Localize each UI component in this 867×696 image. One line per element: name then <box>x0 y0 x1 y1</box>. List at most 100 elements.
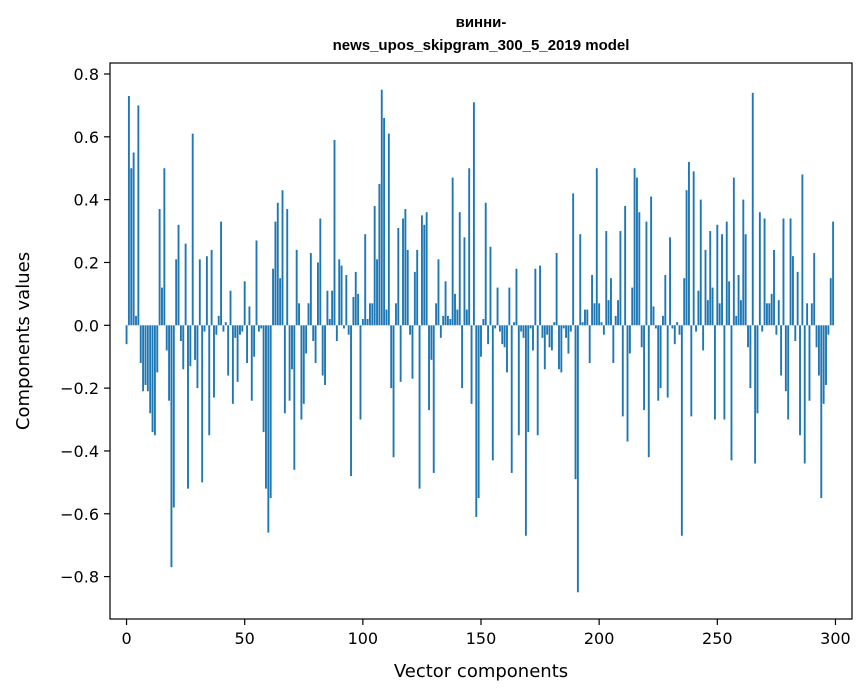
bar-165 <box>515 268 518 326</box>
bar-155 <box>491 325 494 461</box>
bar-198 <box>593 303 596 326</box>
bar-65 <box>279 278 282 326</box>
bar-8 <box>144 325 147 385</box>
bar-275 <box>775 325 778 335</box>
bar-163 <box>510 325 513 473</box>
bar-133 <box>439 325 442 338</box>
bar-37 <box>213 325 215 398</box>
bar-63 <box>274 221 277 326</box>
bar-108 <box>380 89 383 326</box>
bar-154 <box>489 246 492 326</box>
bar-175 <box>539 265 542 326</box>
bar-289 <box>808 325 811 401</box>
bar-232 <box>673 325 676 345</box>
bar-35 <box>208 325 211 436</box>
bar-150 <box>480 325 482 357</box>
bar-1 <box>127 95 130 326</box>
bar-179 <box>548 325 551 348</box>
bar-195 <box>586 309 589 326</box>
bar-215 <box>633 168 636 326</box>
bar-291 <box>813 253 816 326</box>
bar-48 <box>239 325 241 335</box>
bar-184 <box>560 325 563 373</box>
bar-263 <box>747 325 749 348</box>
bar-172 <box>532 325 534 351</box>
y-axis-ticks: −0.8 −0.6 −0.4 −0.2 0.0 0.2 0.4 0.6 0.8 <box>60 65 110 587</box>
bar-97 <box>354 271 357 326</box>
bar-58 <box>262 325 265 433</box>
bar-151 <box>482 319 485 326</box>
bar-49 <box>241 325 244 332</box>
bar-174 <box>536 325 539 436</box>
x-tick-label: 150 <box>466 629 497 648</box>
y-axis-label: Components values <box>13 252 34 430</box>
bar-25 <box>184 243 187 326</box>
bar-80 <box>314 325 317 363</box>
bar-10 <box>149 325 152 414</box>
bar-243 <box>699 199 702 326</box>
bar-265 <box>751 92 754 326</box>
bar-64 <box>276 202 279 326</box>
bar-229 <box>666 325 669 398</box>
bar-72 <box>295 249 298 326</box>
bar-106 <box>376 259 378 326</box>
bar-287 <box>803 325 806 464</box>
bar-158 <box>498 325 501 332</box>
bar-series <box>125 89 835 593</box>
y-tick-label: 0.6 <box>74 128 99 147</box>
bar-245 <box>704 249 707 326</box>
bar-110 <box>385 309 388 326</box>
bar-118 <box>404 209 407 326</box>
bar-54 <box>253 325 256 357</box>
bar-57 <box>260 325 263 329</box>
bar-125 <box>420 215 423 326</box>
bar-166 <box>517 325 520 436</box>
bar-88 <box>333 139 336 326</box>
bar-115 <box>397 227 400 326</box>
bar-89 <box>335 325 338 341</box>
bar-120 <box>409 325 412 335</box>
bar-24 <box>182 325 185 370</box>
bar-53 <box>250 325 253 401</box>
bar-267 <box>756 325 759 414</box>
bar-30 <box>196 325 199 389</box>
bar-181 <box>553 322 556 326</box>
bar-205 <box>610 278 612 326</box>
bar-19 <box>170 325 173 568</box>
bar-138 <box>451 177 454 326</box>
bar-52 <box>248 306 251 326</box>
bar-59 <box>265 325 267 489</box>
bar-178 <box>546 325 549 335</box>
x-tick-label: 0 <box>121 629 131 648</box>
bar-26 <box>187 325 189 489</box>
bar-160 <box>503 325 506 348</box>
bar-249 <box>714 325 716 420</box>
bar-13 <box>156 325 159 373</box>
bar-47 <box>236 325 239 382</box>
bar-237 <box>685 190 688 326</box>
bar-76 <box>305 325 308 354</box>
bar-70 <box>291 325 293 370</box>
bar-17 <box>165 325 168 351</box>
bar-203 <box>605 231 608 326</box>
bar-104 <box>371 303 374 326</box>
bar-225 <box>657 325 660 401</box>
bar-294 <box>820 325 823 499</box>
bar-262 <box>744 234 747 326</box>
bar-257 <box>732 177 735 326</box>
bar-139 <box>454 293 456 326</box>
bar-244 <box>702 325 705 351</box>
bar-103 <box>368 303 371 326</box>
bar-136 <box>446 315 449 326</box>
chart-title-line-1: винни- <box>456 14 507 31</box>
bar-213 <box>628 325 631 354</box>
bar-252 <box>721 234 723 326</box>
bar-109 <box>383 117 386 326</box>
bar-239 <box>690 325 693 417</box>
y-tick-label: −0.4 <box>60 442 99 461</box>
bar-240 <box>692 171 695 326</box>
bar-27 <box>189 325 192 367</box>
bar-71 <box>293 325 296 470</box>
y-tick-label: 0.0 <box>74 316 99 335</box>
